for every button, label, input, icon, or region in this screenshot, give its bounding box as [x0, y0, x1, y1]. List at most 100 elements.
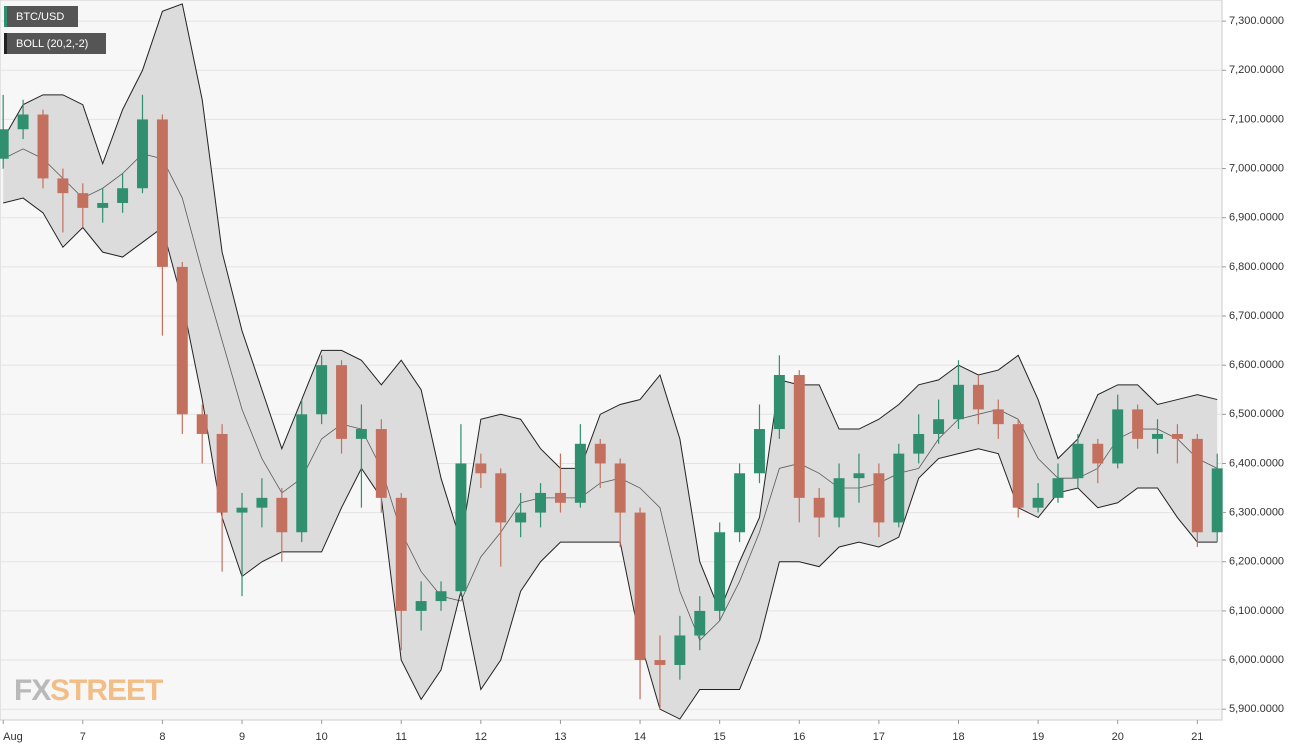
candle-body	[833, 478, 845, 518]
y-tick-label: 7,000.0000	[1229, 162, 1284, 174]
candle-body	[694, 610, 706, 636]
x-tick-label: 7	[80, 731, 86, 743]
y-tick-label: 7,200.0000	[1229, 64, 1284, 76]
candle-body	[953, 384, 964, 420]
x-tick-label: 21	[1191, 731, 1203, 743]
x-tick-label: Aug	[3, 731, 23, 743]
candle-body	[156, 119, 168, 267]
candle-body	[0, 129, 9, 159]
candle-body	[793, 374, 805, 498]
y-tick-label: 5,900.0000	[1229, 703, 1284, 715]
band-fill	[3, 3, 1218, 720]
y-tick-label: 6,500.0000	[1229, 408, 1284, 420]
candle-body	[1092, 443, 1104, 464]
legend: BTC/USD BOLL (20,2,-2)	[4, 6, 106, 54]
y-tick-label: 6,300.0000	[1229, 507, 1284, 519]
candle-body	[475, 463, 487, 474]
candle-body	[813, 497, 825, 518]
candle-body	[1152, 433, 1163, 439]
candle-body	[913, 433, 925, 454]
legend-swatch	[4, 6, 7, 27]
x-tick-label: 9	[239, 731, 245, 743]
candle-body	[296, 414, 308, 533]
candle-body	[515, 512, 527, 523]
candle-body	[355, 429, 367, 439]
candle-body	[375, 429, 387, 498]
candle-body	[117, 188, 129, 203]
candle-body	[137, 119, 148, 189]
candle-body	[57, 178, 69, 194]
y-tick-label: 6,400.0000	[1229, 457, 1284, 469]
x-tick-label: 8	[159, 731, 165, 743]
candle-body	[455, 463, 467, 592]
legend-box	[4, 33, 106, 54]
candle-body	[1072, 443, 1084, 479]
y-tick-label: 6,200.0000	[1229, 556, 1284, 568]
y-tick-label: 6,700.0000	[1229, 310, 1284, 322]
legend-box	[4, 6, 78, 27]
candle-body	[316, 365, 328, 415]
candle-body	[992, 409, 1004, 425]
candle-body	[1211, 468, 1223, 533]
candle-body	[37, 114, 49, 179]
x-tick-label: 16	[793, 731, 805, 743]
candle-body	[674, 635, 686, 665]
candle-body	[256, 497, 268, 508]
candle-body	[734, 473, 746, 533]
candle-body	[97, 202, 109, 208]
candle-body	[1112, 409, 1124, 464]
candle-body	[395, 497, 407, 611]
x-tick-label: 13	[554, 731, 566, 743]
y-tick-label: 6,900.0000	[1229, 212, 1284, 224]
y-tick-label: 6,000.0000	[1229, 654, 1284, 666]
candle-body	[1052, 478, 1064, 498]
x-tick-label: 15	[714, 731, 726, 743]
watermark-street: STREET	[50, 674, 163, 707]
candle-body	[1032, 497, 1044, 508]
x-tick-label: 20	[1112, 731, 1124, 743]
y-tick-label: 7,300.0000	[1229, 15, 1284, 27]
legend-indicator: BOLL (20,2,-2)	[16, 38, 88, 50]
legend-symbol: BTC/USD	[16, 11, 64, 23]
candle-body	[196, 414, 208, 434]
candle-body	[594, 443, 606, 464]
candle-body	[415, 601, 427, 611]
x-tick-label: 17	[873, 731, 885, 743]
x-tick-label: 11	[396, 731, 407, 743]
x-tick-label: 18	[952, 731, 964, 743]
legend-swatch	[4, 33, 7, 54]
x-tick-label: 14	[634, 731, 646, 743]
candle-body	[853, 473, 865, 479]
watermark: FX STREET	[14, 674, 164, 707]
axes: 5,900.0000 6,000.0000 6,100.0000 6,200.0000…	[2, 15, 1284, 743]
candle-body	[614, 463, 626, 513]
candle-body	[236, 507, 248, 513]
candle-body	[1012, 424, 1024, 508]
candle-body	[77, 193, 89, 208]
candle-body	[574, 443, 586, 503]
band-middle	[3, 148, 1218, 642]
candle-body	[654, 660, 666, 665]
y-tick-label: 7,100.0000	[1229, 113, 1284, 125]
candle-body	[554, 492, 566, 503]
candle-body	[535, 492, 547, 513]
candle-body	[773, 374, 785, 430]
candle-body	[1191, 438, 1203, 533]
candle-body	[336, 365, 347, 439]
candle-body	[753, 429, 765, 474]
candle-body	[495, 473, 507, 523]
candle-body	[1132, 409, 1144, 439]
candle-body	[933, 419, 945, 434]
candles	[0, 94, 1223, 710]
x-tick-label: 10	[315, 731, 327, 743]
y-tick-label: 6,100.0000	[1229, 605, 1284, 617]
y-tick-label: 6,600.0000	[1229, 359, 1284, 371]
candle-body	[972, 384, 984, 410]
candle-body	[873, 473, 885, 523]
candle-body	[634, 512, 646, 661]
band-upper	[2, 3, 1218, 613]
x-tick-label: 12	[475, 731, 487, 743]
x-tick-label: 19	[1032, 731, 1044, 743]
watermark-fx: FX	[14, 674, 51, 707]
